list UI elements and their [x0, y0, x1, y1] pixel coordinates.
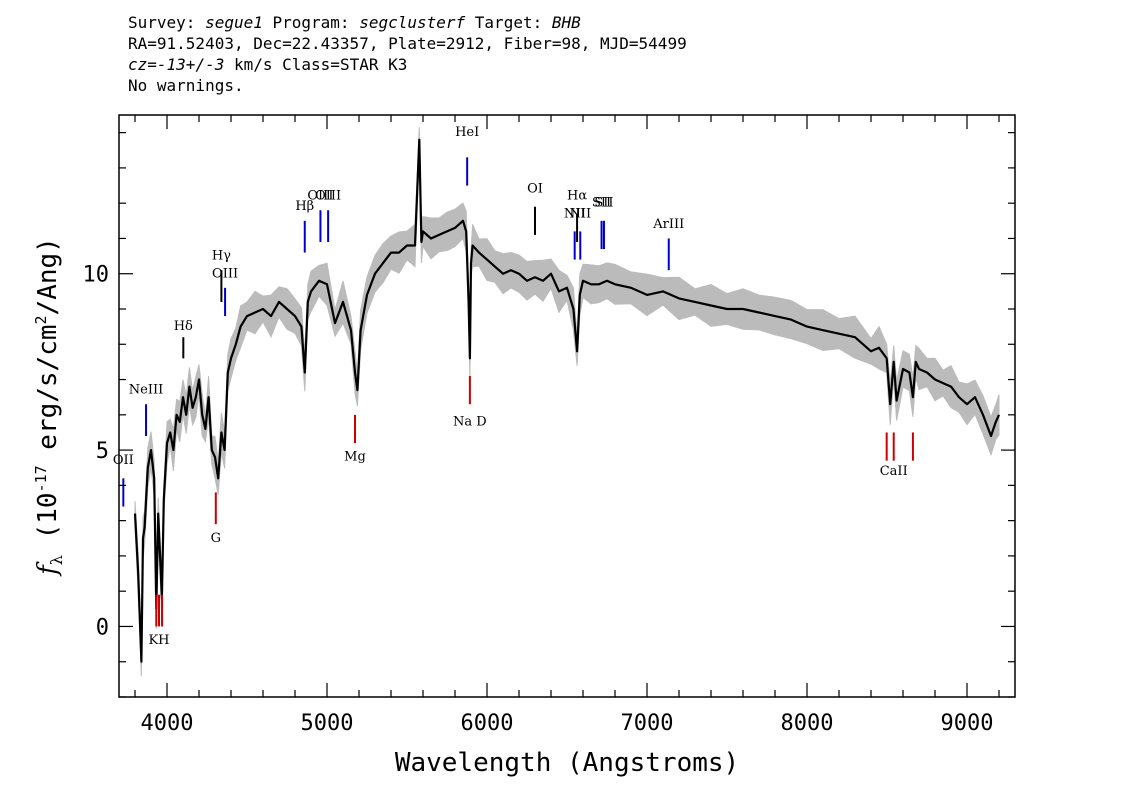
header-segment: segclusterf: [359, 13, 466, 32]
header-segment: cz=: [128, 55, 157, 74]
y-tick-label: 5: [96, 439, 109, 464]
line-marker-label: ArIII: [652, 217, 684, 232]
header-line-4: No warnings.: [128, 76, 244, 95]
line-marker-label: SII: [592, 196, 611, 211]
line-marker-label: Hβ: [295, 199, 314, 214]
line-marker-label: KH: [148, 633, 169, 648]
header-segment: Target:: [465, 13, 552, 32]
x-tick-label: 7000: [621, 711, 674, 736]
line-marker-label: Hδ: [174, 319, 193, 334]
header-segment: -13+/-3: [156, 55, 225, 74]
x-tick-label: 5000: [301, 711, 354, 736]
y-axis-label: fλ (10-17 erg/s/cm2/Ang): [32, 237, 66, 577]
y-label-part: 2: [32, 315, 50, 324]
flux-series: [133, 138, 1001, 663]
line-marker-label: OIII: [212, 266, 238, 281]
line-marker-label: OII: [113, 453, 134, 468]
x-tick-label: 8000: [781, 711, 834, 736]
axis-ticks: 4000 5000 6000 7000 8000 9000 0 5 10: [83, 115, 1015, 736]
y-label-part: erg/s/cm: [33, 324, 63, 465]
header-line-2: RA=91.52403, Dec=22.43357, Plate=2912, F…: [128, 34, 687, 53]
header-line-1: Survey: segue1 Program: segclusterf Targ…: [128, 12, 687, 33]
header-segment: BHB: [551, 13, 581, 32]
line-marker-label: OIII: [315, 189, 341, 204]
plot-frame: [118, 114, 1016, 698]
x-axis-label: Wavelength (Angstroms): [395, 748, 739, 778]
spectral-line-markers: OIINeIIIHδHγOIIIHβOIIIOIIIHeIOINIIHαNIIS…: [113, 125, 914, 648]
spectrum-header: Survey: segue1 Program: segclusterf Targ…: [128, 12, 687, 96]
line-marker-label: SII: [594, 196, 613, 211]
line-marker-label: G: [211, 531, 221, 546]
header-segment: Survey:: [128, 13, 206, 32]
line-marker-label: Hα: [567, 189, 587, 204]
y-tick-label: 10: [83, 263, 110, 288]
x-tick-label: 4000: [141, 711, 194, 736]
y-tick-label: 0: [96, 615, 109, 640]
line-marker-label: Hγ: [212, 249, 231, 264]
x-tick-label: 6000: [461, 711, 514, 736]
header-segment: Program:: [262, 13, 360, 32]
flux-line: [133, 138, 1001, 663]
line-marker-label: Na D: [453, 414, 487, 429]
line-marker-label: OI: [527, 182, 543, 197]
line-marker-label: OIII: [307, 189, 333, 204]
y-label-part: -17: [32, 465, 50, 492]
line-marker-label: CaII: [880, 464, 908, 479]
y-label-part: /Ang): [33, 237, 63, 315]
header-line-3: cz=-13+/-3 km/s Class=STAR K3: [128, 54, 687, 75]
header-segment: segue1: [205, 13, 263, 32]
line-marker-label: NeIII: [129, 383, 163, 398]
header-segment: km/s Class=STAR K3: [224, 55, 408, 74]
y-label-part: (10: [33, 492, 63, 555]
y-label-part: λ: [47, 555, 66, 565]
x-tick-label: 9000: [941, 711, 994, 736]
line-marker-label: NII: [569, 206, 591, 221]
line-marker-label: NII: [564, 206, 586, 221]
line-marker-label: HeI: [455, 125, 479, 140]
line-marker-label: Mg: [344, 450, 366, 465]
